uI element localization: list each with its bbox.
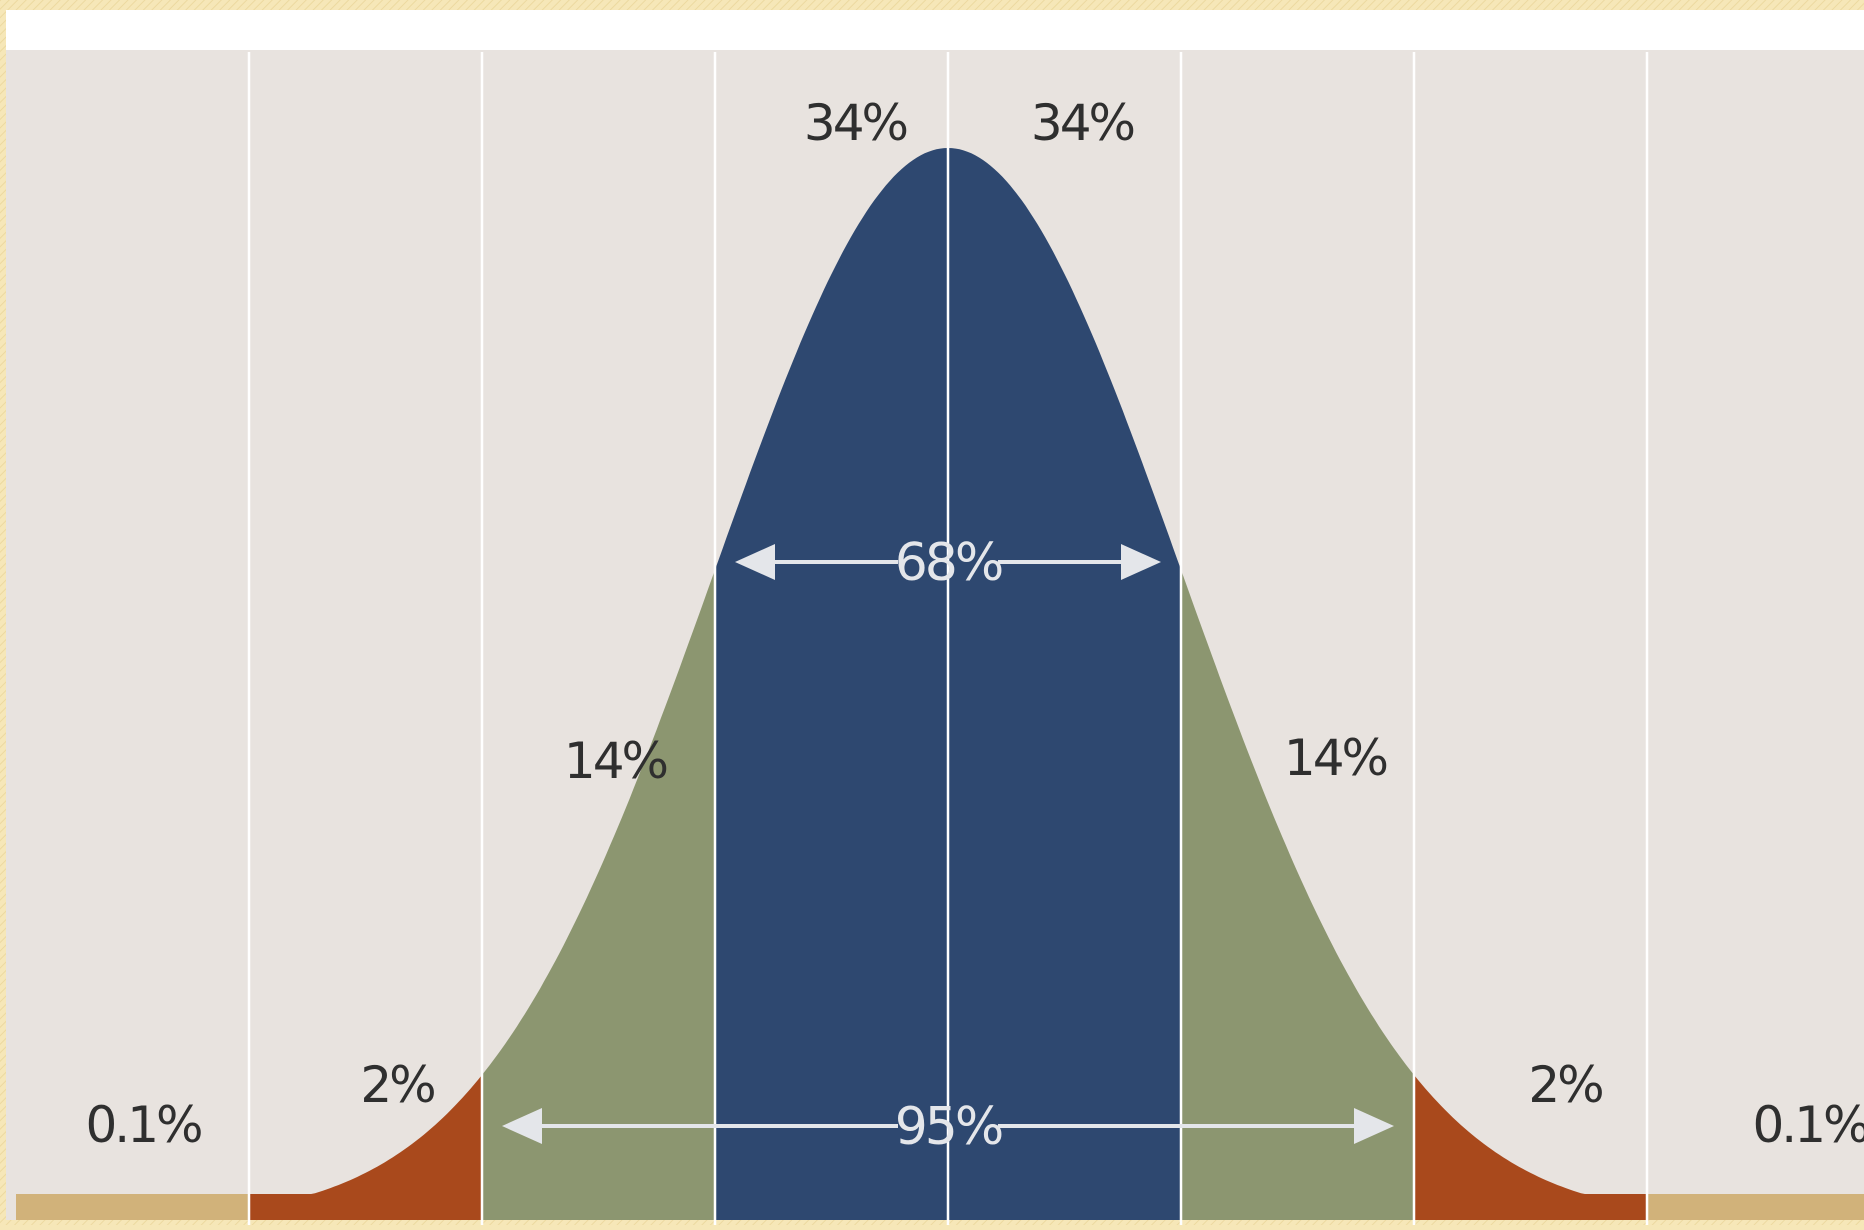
range-annotations: 68% 95% [502,533,1394,1157]
segment-label-0: 0.1% [85,1096,201,1154]
segment-label-2: 14% [564,732,667,790]
segment-area-0 [16,1194,249,1220]
segment-area-3 [715,148,948,1220]
range-label-68: 68% [895,533,1002,593]
segment-label-5: 14% [1284,729,1387,787]
range-arrow-68 [735,544,1161,580]
segment-label-7: 0.1% [1752,1096,1864,1154]
segment-area-5 [1181,569,1414,1220]
segment-label-3: 34% [804,94,907,152]
gridlines [247,52,1649,1225]
segment-area-7 [1647,1194,1864,1220]
segment-area-4 [948,148,1181,1220]
segment-label-4: 34% [1031,94,1134,152]
segment-area-1 [249,1074,482,1220]
range-arrow-95 [502,1108,1394,1144]
segment-area-6 [1414,1074,1647,1220]
curve-segments [16,148,1864,1220]
segment-area-2 [482,569,715,1220]
segment-label-6: 2% [1528,1056,1602,1114]
range-label-95: 95% [895,1097,1002,1157]
segment-label-1: 2% [360,1056,434,1114]
chart-top-strip [6,10,1864,50]
segment-labels: 0.1% 2% 14% 34% 34% 14% 2% 0.1% [85,94,1864,1154]
